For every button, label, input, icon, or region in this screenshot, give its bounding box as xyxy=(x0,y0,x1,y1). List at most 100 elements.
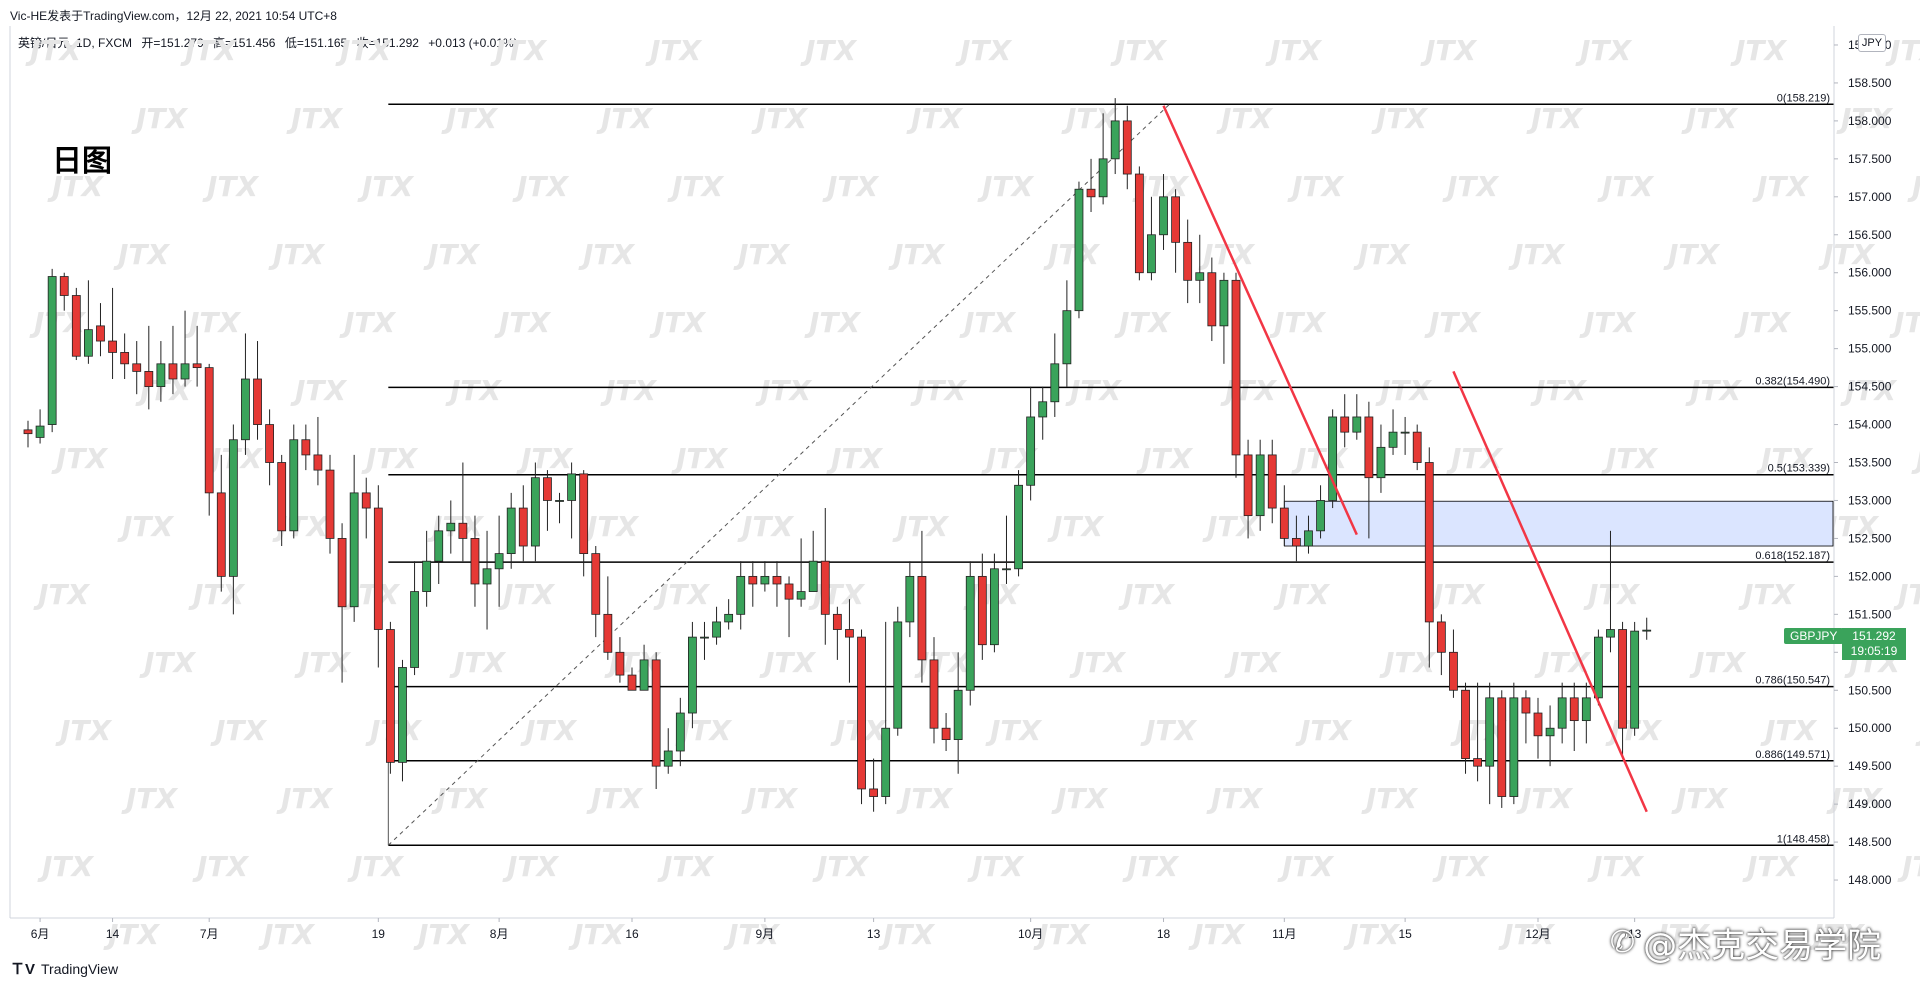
candle xyxy=(1509,682,1519,805)
trendlines-layer[interactable] xyxy=(10,105,1834,813)
candle xyxy=(772,561,782,607)
candle-body-down xyxy=(277,462,287,532)
watermark-jtx: JTX xyxy=(361,442,419,475)
candle-body-down xyxy=(518,507,528,547)
watermark-jtx: JTX xyxy=(1420,34,1478,67)
watermark-jtx: JTX xyxy=(1371,102,1429,135)
candle xyxy=(736,561,746,630)
tradingview-logo[interactable]: ＴV TradingView xyxy=(10,958,118,979)
watermark-jtx: JTX xyxy=(441,102,499,135)
candle-body-up xyxy=(893,621,903,729)
candle-body-up xyxy=(1098,158,1108,198)
watermark-jtx: JTX xyxy=(1836,102,1894,135)
candle xyxy=(627,667,637,691)
candle xyxy=(518,485,528,562)
candle-body-up xyxy=(639,659,649,691)
candle-body-down xyxy=(1618,629,1627,729)
watermark-jtx: JTX xyxy=(645,34,703,67)
candle xyxy=(1183,219,1193,304)
candle-body-down xyxy=(869,788,878,797)
watermark-jtx: JTX xyxy=(1432,850,1490,883)
candle-body-down xyxy=(615,651,625,676)
watermark-jtx: JTX xyxy=(1587,850,1645,883)
candle xyxy=(1243,439,1253,539)
watermark-jtx: JTX xyxy=(268,238,326,271)
candle-body-down xyxy=(192,363,202,369)
candle xyxy=(675,697,685,767)
candle xyxy=(1388,409,1398,455)
candle xyxy=(71,287,81,361)
watermark-jtx: JTX xyxy=(1534,646,1592,679)
candle-body-up xyxy=(555,500,564,502)
candle-body-down xyxy=(1243,454,1253,517)
watermark-jtx: JTX xyxy=(1033,918,1091,951)
candle-body-up xyxy=(760,575,770,585)
candle-body-down xyxy=(325,469,335,539)
candle xyxy=(1038,386,1048,440)
watermark-jtx: JTX xyxy=(1065,374,1123,407)
tradingview-icon: ＴV xyxy=(10,961,36,978)
candle-body-down xyxy=(857,636,866,790)
candle xyxy=(385,621,395,774)
watermark-jtx: JTX xyxy=(47,170,105,203)
candle-body-up xyxy=(1388,431,1398,448)
watermark-jtx: JTX xyxy=(51,442,109,475)
candle-body-down xyxy=(458,522,468,539)
candle-body-down xyxy=(591,553,601,615)
watermark-jtx: JTX xyxy=(977,170,1035,203)
candle-body-up xyxy=(663,750,673,767)
candle-body-down xyxy=(71,295,81,357)
candle-body-up xyxy=(905,575,915,623)
candle xyxy=(482,530,492,630)
watermark-jtx: JTX xyxy=(1287,170,1345,203)
candle xyxy=(1606,530,1615,653)
symbol-badge: GBPJPY xyxy=(1784,628,1844,644)
watermark-jtx: JTX xyxy=(1069,646,1127,679)
watermark-jtx: JTX xyxy=(959,306,1017,339)
watermark-jtx: JTX xyxy=(759,646,817,679)
watermark-jtx: JTX xyxy=(1428,578,1486,611)
watermark-jtx: JTX xyxy=(1051,782,1109,815)
symbol-name[interactable]: 英镑/日元, 1D, FXCM xyxy=(18,36,133,50)
candle-body-up xyxy=(289,439,299,532)
watermark-jtx: JTX xyxy=(723,918,781,951)
candle xyxy=(1195,234,1205,304)
currency-label[interactable]: JPY xyxy=(1858,34,1886,52)
candle xyxy=(337,523,347,683)
watermark-jtx: JTX xyxy=(1114,306,1172,339)
watermark-jtx: JTX xyxy=(657,850,715,883)
watermark-jtx: JTX xyxy=(335,34,393,67)
candle xyxy=(1533,697,1543,759)
watermark-jtx: JTX xyxy=(1516,782,1574,815)
candle xyxy=(881,621,891,805)
fib-retracement[interactable]: 0(158.219) 0.382(154.490) 0.5(153.339) 0.61… xyxy=(387,92,1834,847)
candle xyxy=(1074,181,1084,319)
symbol-info-bar: 英镑/日元, 1D, FXCM 开=151.279 高=151.456 低=15… xyxy=(18,34,524,51)
x-tick-label: 14 xyxy=(106,927,120,941)
candle xyxy=(398,659,407,782)
supply-zone-rect xyxy=(1283,500,1834,547)
watermark-jtx: JTX xyxy=(1738,578,1796,611)
candle-body-down xyxy=(265,424,275,463)
x-tick-label: 13 xyxy=(867,927,881,941)
watermark-jtx: JTX xyxy=(131,102,189,135)
watermark-jtx: JTX xyxy=(210,714,268,747)
candle-body-up xyxy=(47,276,57,425)
watermark-jtx: JTX xyxy=(1442,170,1500,203)
candle-body-down xyxy=(845,629,854,638)
candle-body-down xyxy=(820,560,830,615)
candle xyxy=(1642,617,1652,640)
candle-body-down xyxy=(337,538,347,608)
candle-body-up xyxy=(1630,630,1640,729)
candle-body-up xyxy=(688,636,697,714)
candle xyxy=(748,561,758,607)
y-tick-label: 158.500 xyxy=(1848,76,1892,90)
candle xyxy=(289,424,299,539)
candle-body-up xyxy=(241,378,250,441)
candle xyxy=(929,637,939,744)
candle xyxy=(869,758,878,812)
candle-body-down xyxy=(96,325,105,342)
candle xyxy=(410,561,419,676)
watermark-jtx: JTX xyxy=(1889,306,1920,339)
